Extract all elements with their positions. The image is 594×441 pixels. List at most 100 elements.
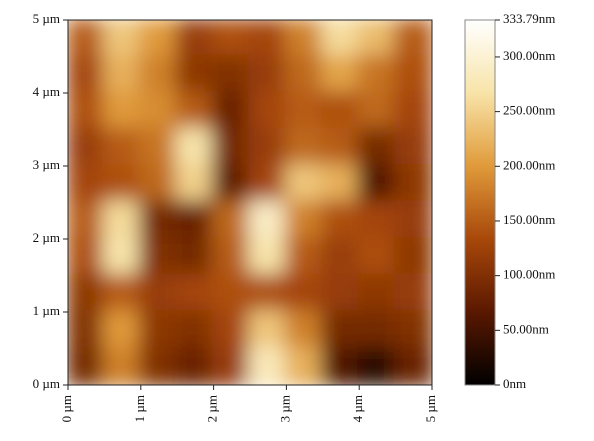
heat-cell <box>138 91 180 132</box>
heat-cell <box>393 20 432 59</box>
heat-cell <box>248 54 289 95</box>
heat-cell <box>211 91 252 132</box>
heat-cell <box>357 310 398 351</box>
y-tick-label: 0 µm <box>33 376 60 391</box>
heat-cell <box>68 91 107 132</box>
colorbar-tick-label: 300.00nm <box>503 48 555 63</box>
heat-cell <box>320 91 362 132</box>
heat-cell <box>102 346 143 385</box>
heat-cell <box>320 346 362 385</box>
heat-cell <box>211 273 252 314</box>
x-tick-label: 1 µm <box>132 395 147 422</box>
heat-cell <box>102 164 143 205</box>
heat-cell <box>175 310 216 351</box>
heat-cell <box>211 127 252 168</box>
heat-cell <box>284 310 325 351</box>
x-tick-label: 3 µm <box>277 395 292 422</box>
y-tick-label: 3 µm <box>33 157 60 172</box>
heat-cell <box>284 346 325 385</box>
heat-cell <box>68 273 107 314</box>
heat-cell <box>393 310 432 351</box>
colorbar-tick-label: 200.00nm <box>503 157 555 172</box>
colorbar-tick-label: 250.00nm <box>503 103 555 118</box>
heat-cell <box>357 200 398 241</box>
heat-cell <box>211 200 252 241</box>
heat-cell <box>175 237 216 278</box>
heat-cell <box>284 200 325 241</box>
colorbar-tick-label: 333.79nm <box>503 11 555 26</box>
heat-cell <box>284 91 325 132</box>
heat-cell <box>357 20 398 59</box>
heat-cell <box>248 20 289 59</box>
heat-cell <box>138 200 180 241</box>
heat-cell <box>138 127 180 168</box>
heat-cell <box>138 273 180 314</box>
heat-cell <box>284 237 325 278</box>
heat-cell <box>68 237 107 278</box>
heat-cell <box>393 346 432 385</box>
heat-cell <box>284 164 325 205</box>
colorbar <box>464 19 496 386</box>
x-tick-label: 5 µm <box>423 395 438 422</box>
heat-cell <box>393 237 432 278</box>
heat-cell <box>68 346 107 385</box>
heat-cell <box>284 127 325 168</box>
heat-cell <box>393 273 432 314</box>
heat-cell <box>357 237 398 278</box>
heat-cell <box>357 346 398 385</box>
heat-cell <box>68 127 107 168</box>
x-tick-label: 0 µm <box>59 395 74 422</box>
heat-cell <box>393 200 432 241</box>
heat-cell <box>393 91 432 132</box>
heat-cell <box>68 164 107 205</box>
heat-cell <box>357 127 398 168</box>
heat-cell <box>248 310 289 351</box>
y-tick-label: 5 µm <box>33 11 60 26</box>
heat-cell <box>102 91 143 132</box>
heat-cell <box>68 54 107 95</box>
heat-cell <box>248 200 289 241</box>
heat-cell <box>68 200 107 241</box>
heat-cell <box>248 164 289 205</box>
heat-cell <box>68 310 107 351</box>
heat-cell <box>138 310 180 351</box>
heat-cell <box>248 237 289 278</box>
heat-cell <box>138 20 180 59</box>
heat-cell <box>320 54 362 95</box>
y-tick-label: 2 µm <box>33 230 60 245</box>
heat-cell <box>320 273 362 314</box>
heat-cell <box>320 310 362 351</box>
x-tick-label: 2 µm <box>205 395 220 422</box>
heat-cell <box>175 127 216 168</box>
heat-cell <box>393 127 432 168</box>
heat-cell <box>284 20 325 59</box>
heat-cell <box>211 54 252 95</box>
heat-cell <box>102 54 143 95</box>
heat-cell <box>320 200 362 241</box>
y-tick-label: 4 µm <box>33 84 60 99</box>
y-tick-label: 1 µm <box>33 303 60 318</box>
heat-cell <box>248 91 289 132</box>
heat-cell <box>175 54 216 95</box>
heat-cell <box>175 273 216 314</box>
heat-cell <box>175 164 216 205</box>
heat-cell <box>284 273 325 314</box>
heat-cell <box>320 237 362 278</box>
heat-cell <box>357 54 398 95</box>
heat-cell <box>138 346 180 385</box>
heat-cell <box>102 200 143 241</box>
heat-cell <box>357 164 398 205</box>
heat-cell <box>175 20 216 59</box>
heat-cell <box>138 164 180 205</box>
heat-cell <box>284 54 325 95</box>
heat-cell <box>138 54 180 95</box>
heat-cell <box>320 127 362 168</box>
heat-cell <box>211 20 252 59</box>
colorbar-tick-label: 150.00nm <box>503 212 555 227</box>
heat-cell <box>102 273 143 314</box>
heat-cell <box>211 164 252 205</box>
heat-cell <box>393 164 432 205</box>
heat-cell <box>68 20 107 59</box>
heat-cell <box>175 346 216 385</box>
